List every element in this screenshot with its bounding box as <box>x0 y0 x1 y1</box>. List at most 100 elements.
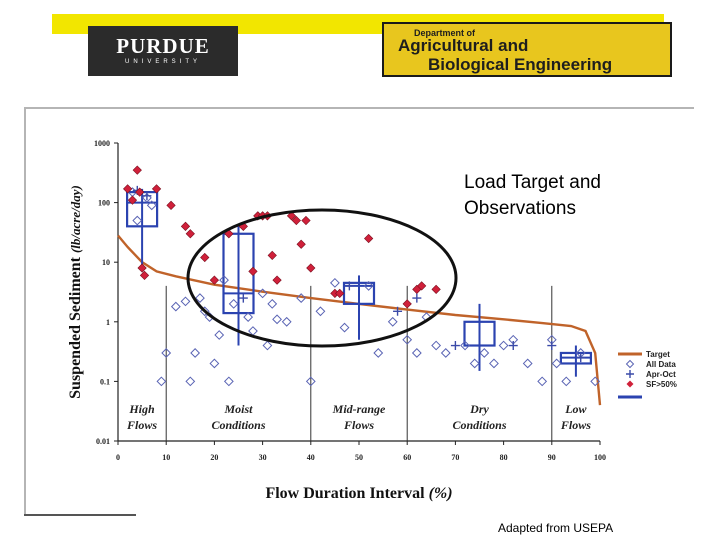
x-tick-label: 100 <box>594 453 606 462</box>
all-data-point <box>243 312 254 322</box>
x-tick-label: 0 <box>116 453 120 462</box>
legend-all-data-swatch <box>625 359 635 369</box>
sf-point <box>296 239 306 249</box>
sf-point <box>364 233 374 244</box>
chart-frame <box>24 107 694 515</box>
apr-oct-point <box>142 191 152 201</box>
sf-point <box>306 263 316 273</box>
sf-point <box>291 215 301 226</box>
x-tick-label: 50 <box>355 453 363 462</box>
all-data-point <box>257 288 268 299</box>
sf-point <box>135 187 145 197</box>
apr-oct-point <box>450 341 460 351</box>
sf-point <box>151 184 162 194</box>
x-axis-title: Flow Duration Interval (%) <box>265 485 452 502</box>
all-data-point <box>329 277 340 288</box>
sf-point <box>417 281 427 291</box>
y-axis-title: Suspended Sediment (lb/acre/day) <box>67 185 84 399</box>
zone-label: High <box>128 402 155 416</box>
load-duration-chart: 0.01 0.1 1 10 100 1000 0 10 20 30 40 50 60 70 80 90 100 H… <box>67 139 677 502</box>
all-data-point <box>146 200 157 211</box>
sf-point <box>200 252 210 263</box>
zone-label: Moist <box>223 402 253 416</box>
all-data-point <box>161 348 172 358</box>
apr-oct-point <box>344 281 354 291</box>
legend-label: Target <box>646 350 670 359</box>
sf-point <box>137 263 147 273</box>
x-tick-label: 20 <box>210 453 218 462</box>
apr-oct-point <box>412 293 422 303</box>
y-tick-label: 1000 <box>94 139 110 148</box>
sf-point <box>185 229 195 239</box>
legend-label: All Data <box>646 360 676 369</box>
sf-point <box>123 184 133 194</box>
sf-point <box>301 215 311 226</box>
y-tick-label: 0.01 <box>96 437 110 446</box>
x-tick-label: 60 <box>403 453 411 462</box>
all-data-point <box>363 281 374 291</box>
source-caption: Adapted from USEPA <box>498 521 614 535</box>
all-data-point <box>522 358 533 369</box>
all-data-point <box>440 348 451 358</box>
all-data-point <box>339 322 350 333</box>
department-logo: Department of Agricultural and Biologica… <box>382 22 672 77</box>
x-tick-label: 90 <box>548 453 556 462</box>
all-data-point <box>156 376 167 387</box>
all-data-point <box>262 340 273 351</box>
purdue-logo-subtext: UNIVERSITY <box>124 59 201 65</box>
all-data-point <box>296 293 307 303</box>
all-data-point <box>537 376 548 387</box>
all-data-point <box>214 330 225 340</box>
all-data-point <box>281 316 292 327</box>
y-tick-label: 10 <box>102 258 110 267</box>
sf-point <box>286 211 297 221</box>
all-data-point <box>132 215 143 226</box>
all-data-point <box>373 348 384 358</box>
sf-point <box>335 288 345 298</box>
sf-point <box>248 266 258 277</box>
zone-label: Flows <box>560 418 591 432</box>
all-data-point <box>305 376 316 387</box>
zone-label: Low <box>564 402 587 416</box>
all-data-point <box>411 348 422 358</box>
all-data-point <box>219 275 229 286</box>
sf-point <box>132 165 142 175</box>
zone-label: Flows <box>343 418 374 432</box>
sf-point <box>166 200 176 210</box>
zone-label: Conditions <box>452 418 506 432</box>
all-data-point <box>489 358 499 369</box>
sf-point <box>431 284 441 294</box>
department-logo-line1: Department of <box>414 28 476 38</box>
zone-label: Dry <box>469 402 489 416</box>
all-data-point <box>195 293 205 303</box>
y-tick-label: 100 <box>98 199 110 208</box>
sf-point <box>272 275 282 285</box>
purdue-logo: PURDUE UNIVERSITY <box>88 26 238 76</box>
legend-label: Apr-Oct <box>646 370 676 379</box>
sf-point <box>180 221 191 231</box>
all-data-point <box>228 298 239 309</box>
apr-oct-point <box>547 341 557 351</box>
zone-label: Mid-range <box>332 402 386 416</box>
all-data-point <box>460 340 470 351</box>
sf-point <box>127 195 138 205</box>
all-data-point <box>431 340 442 351</box>
all-data-point <box>561 376 572 387</box>
all-data-point <box>469 358 480 369</box>
apr-oct-point <box>576 353 586 363</box>
frame-divider <box>24 514 136 516</box>
all-data-point <box>209 358 220 369</box>
all-data-point <box>190 348 201 358</box>
zone-label: Conditions <box>211 418 265 432</box>
all-data-point <box>387 316 398 327</box>
all-data-point <box>551 358 562 369</box>
x-tick-label: 80 <box>500 453 508 462</box>
legend-sf-swatch <box>626 380 634 388</box>
zone-label: Flows <box>126 418 157 432</box>
apr-oct-point <box>508 341 518 351</box>
all-data-point <box>272 314 282 325</box>
highlight-ellipse <box>186 208 458 348</box>
all-data-point <box>223 376 234 387</box>
purdue-logo-text: PURDUE <box>116 34 210 58</box>
all-data-point <box>402 334 413 345</box>
